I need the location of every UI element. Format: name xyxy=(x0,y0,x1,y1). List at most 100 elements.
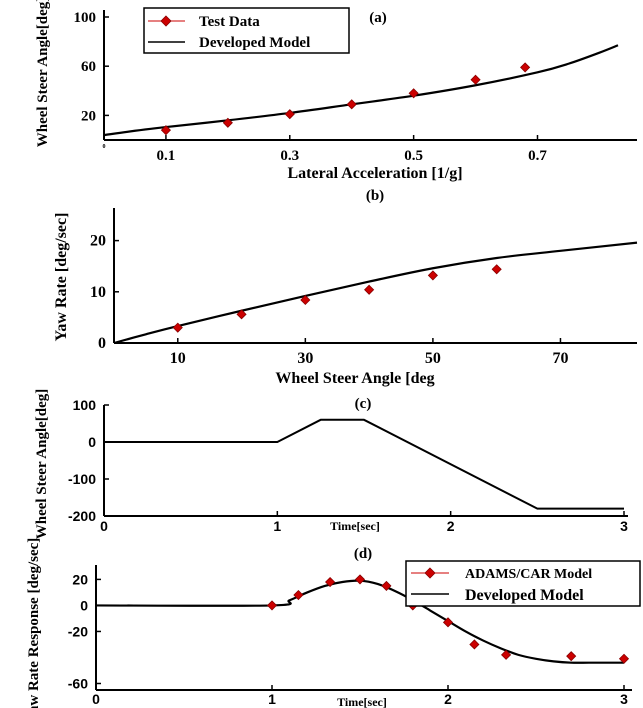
panel-b-lines xyxy=(113,241,638,345)
panel-d-y-tick-label: 20 xyxy=(72,571,88,587)
panel-b-y-tick-label: 10 xyxy=(90,284,106,301)
panel-d-x-tick-label: 3 xyxy=(620,691,628,707)
panel-b-x-tick-label: 50 xyxy=(425,350,441,367)
panel-a-legend-test-label: Test Data xyxy=(199,14,260,30)
panel-a-y-tick-label: 60 xyxy=(81,59,96,75)
panel-a-legend-model-label: Developed Model xyxy=(199,35,310,51)
panel-d-data-marker xyxy=(566,651,577,662)
panel-a-legend-box xyxy=(143,7,350,54)
panel-d-data-marker xyxy=(293,589,304,601)
panel-c-y-tick-label: 0 xyxy=(88,434,96,450)
panel-c-x-tick-label: 0 xyxy=(100,518,108,534)
panel-c-x-label: Time[sec] xyxy=(330,519,380,533)
panel-a-x-tick-label: 0.7 xyxy=(528,148,547,164)
panel-c-y-tick-label: -100 xyxy=(68,471,96,487)
panel-c-lines xyxy=(104,418,624,510)
panel-c-x-tick-label: 1 xyxy=(273,518,281,534)
panel-b-x-tick-label: 10 xyxy=(170,350,186,367)
panel-a-series-line xyxy=(103,44,619,137)
panel-c-title: (c) xyxy=(355,396,372,412)
panel-a-lines xyxy=(103,44,619,137)
panel-c-x-tick-label: 2 xyxy=(447,518,455,534)
panel-d-legend-adams-label: ADAMS/CAR Model xyxy=(465,567,592,582)
panel-b-x-ticks: 10 30 50 70 xyxy=(170,338,568,367)
panel-b-y-tick-label: 20 xyxy=(90,233,106,250)
panel-a-x-tick-label: 0.3 xyxy=(280,148,299,164)
panel-a-data-marker xyxy=(160,125,171,136)
panel-b-series-line xyxy=(113,241,638,345)
panel-c-x-tick-label: 3 xyxy=(620,518,628,534)
panel-d-data-marker xyxy=(266,600,278,611)
panel-c-x-ticks: 0 1 2 3 xyxy=(100,511,628,534)
panel-a-x-tick-label: 0.1 xyxy=(157,148,176,164)
panel-d-x-tick-label: 1 xyxy=(268,691,276,707)
panel-d-title: (d) xyxy=(354,546,372,562)
panel-a-markers xyxy=(160,62,531,136)
panel-d-markers xyxy=(266,574,630,664)
panel-a-data-marker xyxy=(408,88,419,99)
panel-d-data-marker xyxy=(442,617,454,628)
panel-a-data-marker xyxy=(222,117,233,128)
panel-c-y-tick-label: 100 xyxy=(73,397,97,413)
panel-d-x-tick-label: 2 xyxy=(444,691,452,707)
panel-a-origin-label: 0 xyxy=(103,144,106,150)
panel-d-data-marker xyxy=(618,653,630,664)
panel-a-y-ticks: 20 60 100 xyxy=(74,10,109,124)
panel-b-y-tick-label: 0 xyxy=(98,335,106,352)
panel-d-data-marker xyxy=(325,576,336,588)
panel-a-legend: Test Data Developed Model xyxy=(143,7,350,54)
panel-a-x-ticks: 0.1 0.3 0.5 0.7 xyxy=(157,135,547,164)
panel-c-y-ticks: -200 -100 0 100 xyxy=(68,397,109,524)
panel-b-markers xyxy=(172,264,502,333)
panel-a-title: (a) xyxy=(369,10,387,26)
panel-b-y-label: Yaw Rate [deg/sec] xyxy=(53,213,70,342)
panel-b-x-label: Wheel Steer Angle [deg xyxy=(275,370,434,387)
panel-a-data-marker xyxy=(520,62,531,73)
panel-b: (b) 10 30 50 70 0 10 20 Wheel Steer Angle [de… xyxy=(53,188,638,387)
panel-d-data-marker xyxy=(381,580,392,591)
panel-d-legend: ADAMS/CAR Model Developed Model xyxy=(405,560,641,607)
panel-b-data-marker xyxy=(172,322,183,333)
panel-b-data-marker xyxy=(427,270,438,281)
panel-a-y-tick-label: 100 xyxy=(74,10,97,26)
panel-a-data-marker xyxy=(470,74,481,85)
panel-d-lines xyxy=(95,579,624,664)
panel-d-y-label: Yaw Rate Response [deg/sec] xyxy=(26,538,42,708)
panel-a-x-label: Lateral Acceleration [1/g] xyxy=(287,165,462,182)
panel-c-y-tick-label: -200 xyxy=(68,508,96,524)
panel-a-legend-test-marker xyxy=(160,15,172,27)
panel-a: (a) 0.1 0.3 0.5 0.7 20 60 100 0 Lateral Accel… xyxy=(35,0,637,182)
panel-b-x-tick-label: 30 xyxy=(297,350,313,367)
panel-a-x-tick-label: 0.5 xyxy=(404,148,423,164)
panel-d-data-marker xyxy=(469,639,480,650)
panel-b-data-marker xyxy=(236,309,247,320)
panel-d-legend-model-label: Developed Model xyxy=(465,587,584,604)
panel-d-y-tick-label: -20 xyxy=(68,623,88,639)
panel-a-y-tick-label: 20 xyxy=(81,108,96,124)
panel-d-legend-box xyxy=(405,560,641,607)
panel-b-data-marker xyxy=(364,284,375,295)
panel-c-series-line xyxy=(104,418,624,510)
panel-b-data-marker xyxy=(491,264,502,275)
panel-d-y-tick-label: -60 xyxy=(68,675,88,691)
panel-d-x-ticks: 0 1 2 3 xyxy=(92,685,628,707)
panel-b-title: (b) xyxy=(366,188,384,204)
panel-d-legend-adams-marker xyxy=(424,567,436,579)
panel-a-data-marker xyxy=(346,99,357,110)
panel-d-y-tick-label: 0 xyxy=(80,597,88,613)
panel-d-x-label: Time[sec] xyxy=(337,695,387,708)
panel-d-series-line xyxy=(95,579,624,664)
panel-d-data-marker xyxy=(354,574,366,585)
panel-b-y-ticks: 0 10 20 xyxy=(90,233,119,352)
panel-b-x-tick-label: 70 xyxy=(552,350,568,367)
panel-b-data-marker xyxy=(300,294,311,306)
panel-d-data-marker xyxy=(501,649,512,660)
panel-a-y-label: Wheel Steer Angle[deg] xyxy=(35,0,51,147)
panel-d-y-ticks: -60 -20 0 20 xyxy=(68,571,101,691)
panel-c-y-label: Wheel Steer Angle[deg] xyxy=(34,389,50,540)
panel-d: (d) 0 1 2 3 -60 -20 0 20 Time[sec] Yaw Rate Re… xyxy=(26,538,641,708)
panel-d-x-tick-label: 0 xyxy=(92,691,100,707)
panel-a-data-marker xyxy=(284,109,295,120)
panel-c: (c) 0 1 2 3 -200 -100 0 100 Time[sec] Wheel St… xyxy=(34,389,628,540)
